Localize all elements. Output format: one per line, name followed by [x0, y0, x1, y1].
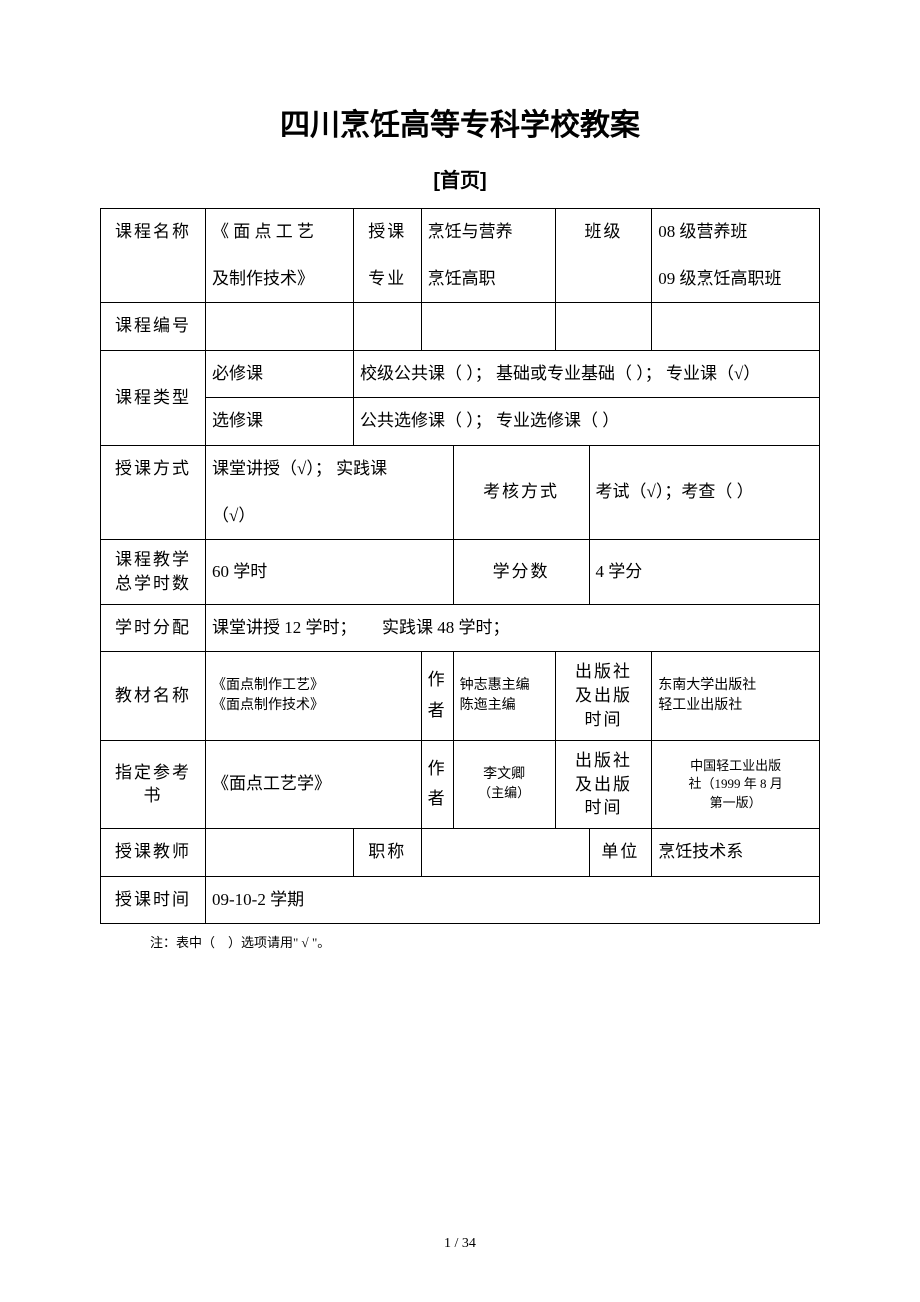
- val-textbook-publisher: 东南大学出版社轻工业出版社: [652, 652, 820, 740]
- label-hours-dist: 学时分配: [101, 604, 206, 652]
- val-required-opts: 校级公共课（ ）； 基础或专业基础（ ）； 专业课（√）: [353, 350, 819, 398]
- label-teaching-method: 授课方式: [101, 445, 206, 492]
- val-hours-dist: 课堂讲授 12 学时； 实践课 48 学时；: [206, 604, 820, 652]
- document-title: 四川烹饪高等专科学校教案: [100, 100, 820, 144]
- label-author-1: 作者: [421, 652, 453, 740]
- label-unit: 单位: [589, 829, 652, 877]
- val-course-name-2: 及制作技术》: [206, 256, 354, 303]
- label-course-code: 课程编号: [101, 303, 206, 351]
- label-teaching-time: 授课时间: [101, 876, 206, 924]
- val-textbook: 《面点制作工艺》《面点制作技术》: [206, 652, 422, 740]
- val-assessment: 考试（√）；考查（ ）: [589, 445, 819, 539]
- val-total-hours: 60 学时: [206, 540, 454, 605]
- label-credits: 学分数: [453, 540, 589, 605]
- val-reference-author: 李文卿（主编）: [453, 740, 555, 828]
- val-class-2: 09 级烹饪高职班: [652, 256, 820, 303]
- val-elective-opts: 公共选修课（ ）； 专业选修课（ ）: [353, 398, 819, 446]
- label-title-rank: 职称: [353, 829, 421, 877]
- label-teaching-major-1: 授课: [353, 209, 421, 256]
- document-subtitle: [首页]: [100, 164, 820, 193]
- label-assessment: 考核方式: [453, 445, 589, 539]
- label-publisher-1: 出版社及出版时间: [555, 652, 652, 740]
- lesson-plan-table: 课程名称 《 面 点 工 艺 授课 烹饪与营养 班级 08 级营养班 及制作技术…: [100, 208, 820, 924]
- val-teaching-method-2: （√）: [206, 493, 454, 540]
- label-elective: 选修课: [206, 398, 354, 446]
- label-author-2: 作者: [421, 740, 453, 828]
- label-class: 班级: [555, 209, 652, 256]
- val-teaching-time: 09-10-2 学期: [206, 876, 820, 924]
- val-textbook-author: 钟志惠主编陈迤主编: [453, 652, 555, 740]
- val-reference-publisher: 中国轻工业出版社（1999 年 8 月第一版）: [652, 740, 820, 828]
- val-major-2: 烹饪高职: [421, 256, 555, 303]
- val-major-1: 烹饪与营养: [421, 209, 555, 256]
- label-course-name: 课程名称: [101, 209, 206, 256]
- label-total-hours: 课程教学总学时数: [101, 540, 206, 605]
- val-teaching-method-1: 课堂讲授（√）； 实践课: [206, 445, 454, 492]
- label-teaching-major-2: 专业: [353, 256, 421, 303]
- label-course-type: 课程类型: [101, 350, 206, 445]
- table-note: 注：表中（ ）选项请用" √ "。: [150, 932, 820, 951]
- val-course-name-1: 《 面 点 工 艺: [206, 209, 354, 256]
- label-required: 必修课: [206, 350, 354, 398]
- page-number: 1 / 34: [0, 1236, 920, 1252]
- label-teacher: 授课教师: [101, 829, 206, 877]
- val-credits: 4 学分: [589, 540, 819, 605]
- label-textbook: 教材名称: [101, 652, 206, 740]
- val-reference: 《面点工艺学》: [206, 740, 422, 828]
- val-unit: 烹饪技术系: [652, 829, 820, 877]
- label-publisher-2: 出版社及出版时间: [555, 740, 652, 828]
- label-reference: 指定参考书: [101, 740, 206, 828]
- val-class-1: 08 级营养班: [652, 209, 820, 256]
